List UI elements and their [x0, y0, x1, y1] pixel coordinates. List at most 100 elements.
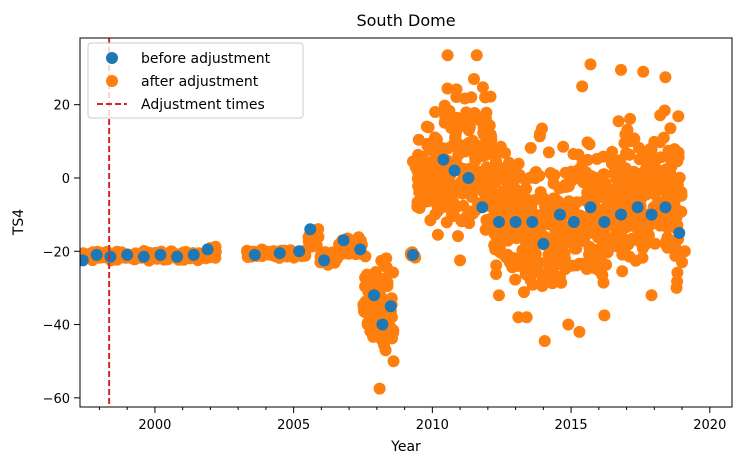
data-point-after [494, 140, 507, 153]
data-point-before [598, 215, 611, 228]
data-point-before [567, 215, 580, 228]
data-point-after [529, 247, 542, 260]
data-point-before [526, 215, 539, 228]
data-point-after [606, 193, 619, 206]
data-point-after [387, 266, 400, 279]
data-point-after [452, 230, 464, 243]
data-point-before [437, 153, 450, 166]
data-point-before [492, 215, 505, 228]
data-point-after [665, 160, 678, 173]
data-point-after [484, 128, 497, 141]
data-point-after [519, 174, 532, 187]
data-point-after [555, 276, 568, 289]
data-point-after [490, 268, 503, 280]
data-point-after [509, 273, 522, 286]
x-tick-label: 2005 [277, 418, 310, 433]
y-tick-label: −60 [43, 392, 70, 407]
x-tick-label: 2010 [416, 418, 449, 433]
data-point-after [524, 141, 537, 154]
data-point-after [624, 112, 637, 125]
data-point-after [566, 259, 579, 272]
data-point-before [384, 300, 397, 313]
data-point-after [379, 344, 392, 357]
legend-marker-before [106, 52, 118, 64]
data-point-after [649, 237, 662, 250]
data-point-after [524, 274, 537, 287]
data-point-after [505, 194, 518, 207]
data-point-after [441, 82, 454, 95]
data-point-after [676, 256, 689, 269]
data-point-after [577, 176, 590, 189]
data-point-after [387, 355, 400, 368]
data-point-after [467, 73, 480, 86]
data-point-after [490, 155, 502, 168]
data-point-after [564, 176, 577, 188]
data-point-after [645, 289, 658, 302]
data-point-after [642, 220, 655, 233]
data-point-before [318, 254, 331, 267]
data-point-after [431, 228, 444, 241]
data-point-after [538, 335, 551, 348]
data-point-after [448, 210, 461, 222]
data-point-after [447, 195, 459, 208]
data-point-after [577, 234, 590, 246]
data-point-after [597, 150, 610, 163]
data-point-after [598, 309, 611, 322]
data-point-after [454, 114, 466, 127]
data-point-after [450, 135, 463, 148]
data-point-before [337, 234, 350, 247]
data-point-after [597, 276, 610, 289]
data-point-after [550, 223, 563, 235]
data-point-after [506, 261, 519, 274]
data-point-after [432, 142, 445, 154]
data-point-after [664, 122, 677, 135]
data-point-before [537, 237, 550, 250]
data-point-after [508, 173, 521, 186]
data-point-after [352, 231, 365, 244]
data-point-after [657, 131, 670, 144]
data-point-after [663, 238, 676, 251]
data-point-after [520, 182, 533, 195]
data-point-after [678, 245, 691, 258]
data-point-after [336, 247, 349, 260]
data-point-after [591, 229, 603, 242]
data-point-after [584, 58, 597, 71]
data-point-after [598, 168, 611, 181]
data-point-after [462, 124, 475, 137]
data-point-after [492, 289, 505, 302]
data-point-after [479, 223, 492, 236]
data-point-after [648, 156, 661, 169]
data-point-after [476, 81, 489, 94]
data-point-before [121, 248, 134, 261]
data-point-after [470, 49, 483, 62]
data-point-after [589, 244, 602, 256]
data-point-before [462, 171, 475, 184]
x-tick-label: 2015 [555, 418, 588, 433]
data-point-after [652, 182, 665, 195]
data-point-after [460, 183, 473, 196]
data-point-after [465, 143, 478, 156]
data-point-after [510, 183, 523, 196]
data-point-after [670, 281, 683, 294]
data-point-after [477, 149, 490, 162]
data-point-after [431, 204, 444, 217]
data-point-after [449, 154, 462, 167]
data-point-before [137, 250, 150, 263]
data-point-after [675, 205, 688, 218]
y-axis-title: TS4 [11, 209, 27, 236]
data-point-after [460, 210, 473, 223]
data-point-before [645, 208, 658, 221]
data-point-before [293, 245, 306, 258]
data-point-after [450, 91, 463, 103]
series-before-adjustment [80, 153, 686, 331]
y-tick-label: −20 [43, 245, 70, 260]
data-point-after [522, 235, 535, 248]
data-point-after [607, 158, 620, 171]
data-point-after [503, 156, 515, 169]
data-point-after [659, 71, 672, 84]
data-point-after [529, 166, 542, 179]
legend-box [87, 42, 304, 119]
data-point-after [421, 139, 434, 152]
data-point-after [576, 80, 589, 93]
data-point-before [90, 248, 103, 261]
